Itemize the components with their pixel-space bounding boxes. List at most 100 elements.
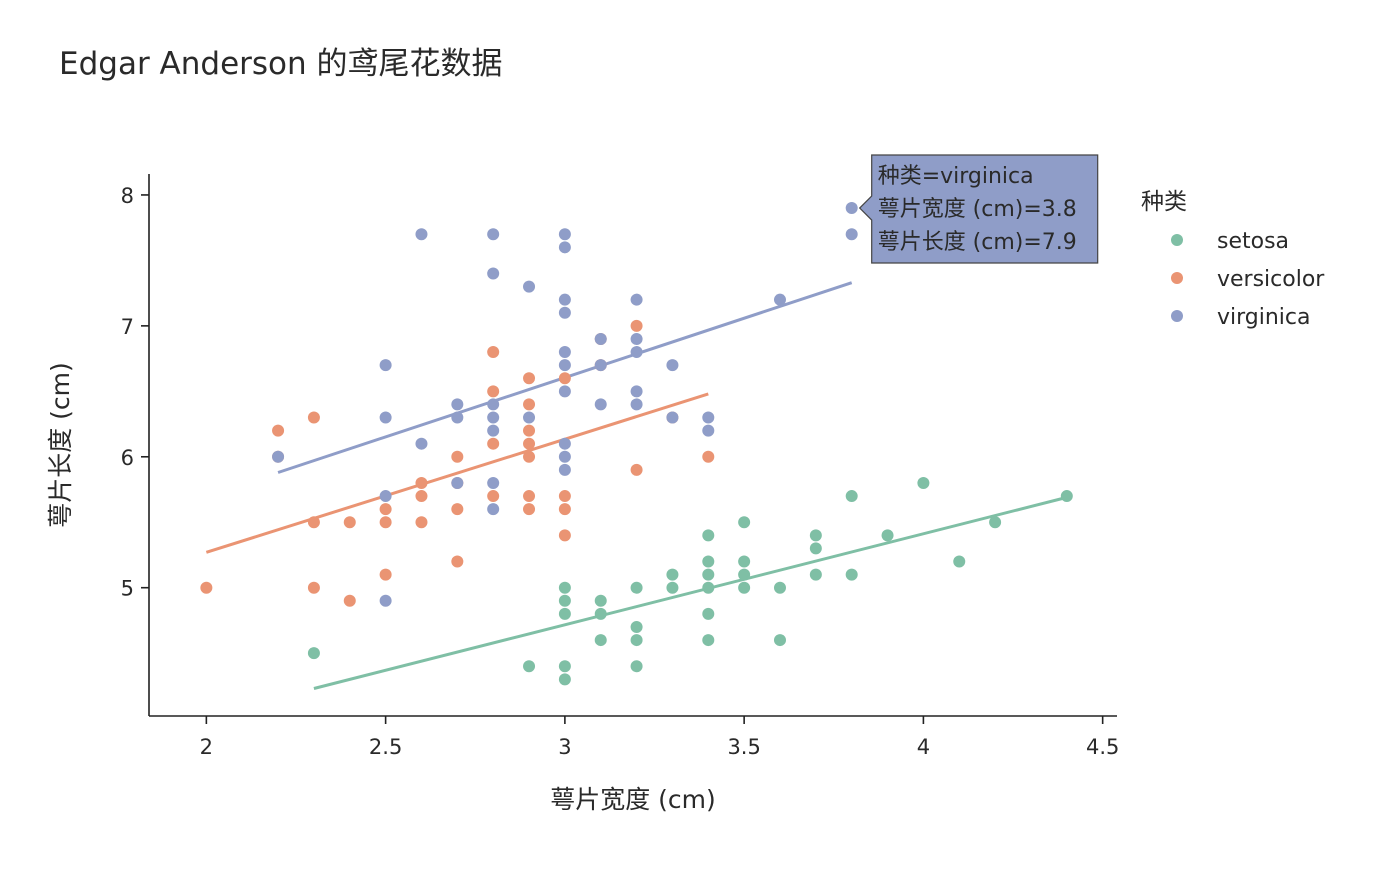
data-point-versicolor[interactable] (200, 581, 213, 594)
data-point-versicolor[interactable] (379, 516, 392, 529)
data-point-virginica[interactable] (702, 424, 715, 437)
data-point-setosa[interactable] (594, 634, 607, 647)
data-point-virginica[interactable] (487, 267, 500, 280)
data-point-versicolor[interactable] (487, 490, 500, 503)
data-point-versicolor[interactable] (487, 437, 500, 450)
legend-label-virginica[interactable]: virginica (1217, 305, 1311, 330)
data-point-setosa[interactable] (307, 647, 320, 660)
data-point-setosa[interactable] (666, 581, 679, 594)
data-point-virginica[interactable] (773, 293, 786, 306)
data-point-setosa[interactable] (809, 529, 822, 542)
data-point-virginica[interactable] (630, 346, 643, 359)
data-point-virginica[interactable] (487, 411, 500, 424)
data-point-virginica[interactable] (594, 332, 607, 345)
data-point-setosa[interactable] (630, 634, 643, 647)
data-point-virginica[interactable] (666, 411, 679, 424)
data-point-setosa[interactable] (666, 568, 679, 581)
data-point-virginica[interactable] (558, 228, 571, 241)
data-point-setosa[interactable] (523, 660, 536, 673)
data-point-setosa[interactable] (558, 607, 571, 620)
legend-marker-setosa[interactable] (1171, 234, 1183, 246)
data-point-virginica[interactable] (558, 463, 571, 476)
data-point-virginica[interactable] (702, 411, 715, 424)
data-point-virginica[interactable] (415, 437, 428, 450)
data-point-setosa[interactable] (845, 490, 858, 503)
data-point-versicolor[interactable] (307, 516, 320, 529)
data-point-versicolor[interactable] (702, 450, 715, 463)
data-point-virginica[interactable] (451, 411, 464, 424)
data-point-setosa[interactable] (594, 607, 607, 620)
data-point-versicolor[interactable] (558, 529, 571, 542)
data-point-virginica[interactable] (379, 411, 392, 424)
data-point-versicolor[interactable] (523, 398, 536, 411)
data-point-setosa[interactable] (702, 607, 715, 620)
data-point-setosa[interactable] (809, 568, 822, 581)
data-point-virginica[interactable] (558, 306, 571, 319)
data-point-setosa[interactable] (558, 581, 571, 594)
data-point-virginica[interactable] (379, 359, 392, 372)
data-point-versicolor[interactable] (307, 581, 320, 594)
data-point-setosa[interactable] (702, 555, 715, 568)
data-point-versicolor[interactable] (523, 424, 536, 437)
data-point-versicolor[interactable] (307, 411, 320, 424)
data-point-versicolor[interactable] (415, 516, 428, 529)
data-point-virginica[interactable] (558, 346, 571, 359)
data-point-setosa[interactable] (630, 581, 643, 594)
legend-label-versicolor[interactable]: versicolor (1217, 267, 1325, 292)
data-point-virginica[interactable] (630, 398, 643, 411)
data-point-versicolor[interactable] (379, 503, 392, 516)
data-point-virginica[interactable] (523, 411, 536, 424)
data-point-setosa[interactable] (558, 660, 571, 673)
data-point-setosa[interactable] (917, 476, 930, 489)
data-point-virginica[interactable] (630, 293, 643, 306)
data-point-virginica[interactable] (845, 202, 858, 215)
data-point-virginica[interactable] (594, 359, 607, 372)
data-point-setosa[interactable] (773, 634, 786, 647)
data-point-versicolor[interactable] (451, 555, 464, 568)
data-point-versicolor[interactable] (630, 463, 643, 476)
data-point-versicolor[interactable] (523, 490, 536, 503)
data-point-versicolor[interactable] (415, 490, 428, 503)
legend-marker-versicolor[interactable] (1171, 272, 1183, 284)
data-point-virginica[interactable] (558, 359, 571, 372)
data-point-virginica[interactable] (558, 241, 571, 254)
data-point-setosa[interactable] (558, 673, 571, 686)
data-point-versicolor[interactable] (272, 424, 285, 437)
data-point-setosa[interactable] (881, 529, 894, 542)
data-point-setosa[interactable] (989, 516, 1002, 529)
data-point-virginica[interactable] (558, 385, 571, 398)
data-point-virginica[interactable] (487, 424, 500, 437)
data-point-setosa[interactable] (809, 542, 822, 555)
data-point-setosa[interactable] (738, 581, 751, 594)
data-point-versicolor[interactable] (343, 594, 356, 607)
data-point-versicolor[interactable] (558, 490, 571, 503)
data-point-versicolor[interactable] (523, 450, 536, 463)
data-point-virginica[interactable] (523, 280, 536, 293)
data-point-versicolor[interactable] (558, 503, 571, 516)
data-point-setosa[interactable] (738, 568, 751, 581)
data-point-setosa[interactable] (702, 568, 715, 581)
data-point-virginica[interactable] (379, 490, 392, 503)
data-point-virginica[interactable] (845, 228, 858, 241)
data-point-virginica[interactable] (630, 332, 643, 345)
data-point-versicolor[interactable] (379, 568, 392, 581)
data-point-virginica[interactable] (558, 450, 571, 463)
data-point-setosa[interactable] (558, 594, 571, 607)
data-point-setosa[interactable] (738, 555, 751, 568)
data-point-versicolor[interactable] (630, 319, 643, 332)
data-point-versicolor[interactable] (451, 450, 464, 463)
data-point-virginica[interactable] (487, 476, 500, 489)
data-point-setosa[interactable] (702, 581, 715, 594)
data-point-setosa[interactable] (702, 529, 715, 542)
data-point-virginica[interactable] (558, 437, 571, 450)
data-point-virginica[interactable] (558, 293, 571, 306)
data-point-setosa[interactable] (953, 555, 966, 568)
data-point-virginica[interactable] (487, 503, 500, 516)
data-point-setosa[interactable] (630, 620, 643, 633)
data-point-versicolor[interactable] (487, 385, 500, 398)
data-point-setosa[interactable] (738, 516, 751, 529)
data-point-versicolor[interactable] (487, 346, 500, 359)
data-point-virginica[interactable] (594, 398, 607, 411)
data-point-versicolor[interactable] (523, 372, 536, 385)
data-point-virginica[interactable] (272, 450, 285, 463)
